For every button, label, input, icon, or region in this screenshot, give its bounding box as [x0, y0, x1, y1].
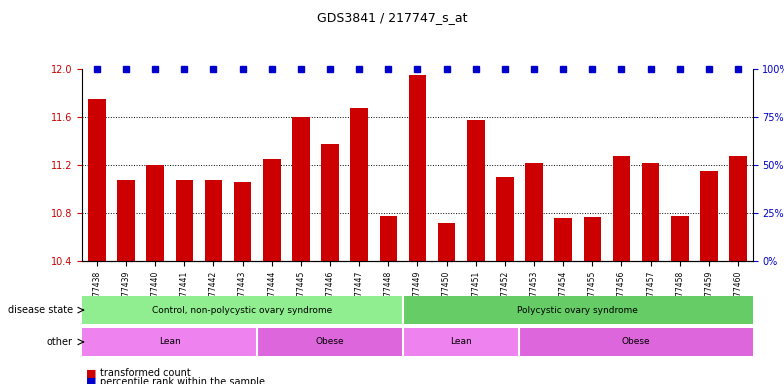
Bar	[292, 117, 310, 261]
Bar	[613, 156, 630, 261]
Bar	[403, 328, 520, 356]
Bar	[729, 156, 747, 261]
Bar	[467, 119, 485, 261]
Text: GDS3841 / 217747_s_at: GDS3841 / 217747_s_at	[317, 12, 467, 25]
Bar	[554, 218, 572, 261]
Text: Obese: Obese	[622, 338, 651, 346]
Text: Obese: Obese	[316, 338, 344, 346]
Bar	[520, 328, 753, 356]
Text: Lean: Lean	[450, 338, 472, 346]
Text: Lean: Lean	[159, 338, 180, 346]
Bar	[205, 180, 222, 261]
Text: disease state: disease state	[8, 305, 73, 315]
Bar	[88, 99, 106, 261]
Text: ■: ■	[86, 377, 96, 384]
Text: Polycystic ovary syndrome: Polycystic ovary syndrome	[517, 306, 638, 314]
Bar	[321, 144, 339, 261]
Bar	[263, 159, 281, 261]
Bar	[700, 171, 717, 261]
Text: transformed count: transformed count	[100, 368, 191, 378]
Bar	[583, 217, 601, 261]
Bar	[234, 182, 252, 261]
Text: percentile rank within the sample: percentile rank within the sample	[100, 377, 264, 384]
Bar	[438, 223, 456, 261]
Bar	[82, 328, 257, 356]
Bar	[379, 215, 397, 261]
Bar	[642, 163, 659, 261]
Bar	[82, 296, 403, 324]
Text: Control, non-polycystic ovary syndrome: Control, non-polycystic ovary syndrome	[153, 306, 332, 314]
Bar	[403, 296, 753, 324]
Bar	[408, 75, 426, 261]
Bar	[350, 108, 368, 261]
Bar	[671, 215, 688, 261]
Text: ■: ■	[86, 368, 96, 378]
Bar	[257, 328, 403, 356]
Bar	[496, 177, 514, 261]
Bar	[176, 180, 193, 261]
Bar	[118, 180, 135, 261]
Text: other: other	[47, 337, 73, 347]
Bar	[147, 165, 164, 261]
Bar	[525, 163, 543, 261]
